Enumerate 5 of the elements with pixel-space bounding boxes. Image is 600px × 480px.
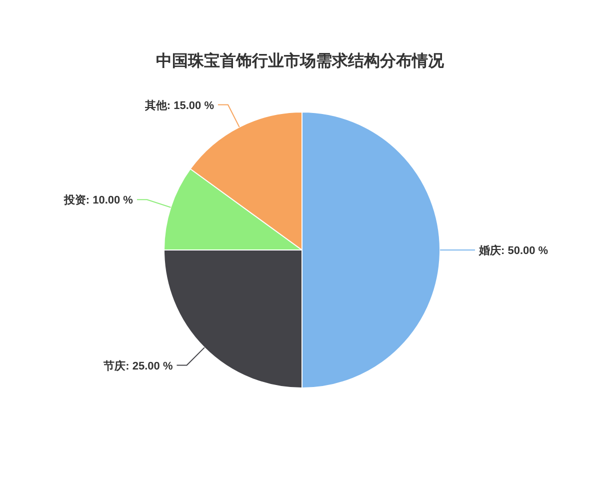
slice-label: 投资: 10.00 % xyxy=(62,194,134,207)
slice-label: 婚庆: 50.00 % xyxy=(478,244,548,257)
slice-label: 节庆: 25.00 % xyxy=(102,359,173,372)
slice-label: 其他: 15.00 % xyxy=(144,98,214,112)
chart-title: 中国珠宝首饰行业市场需求结构分布情况 xyxy=(156,51,445,70)
